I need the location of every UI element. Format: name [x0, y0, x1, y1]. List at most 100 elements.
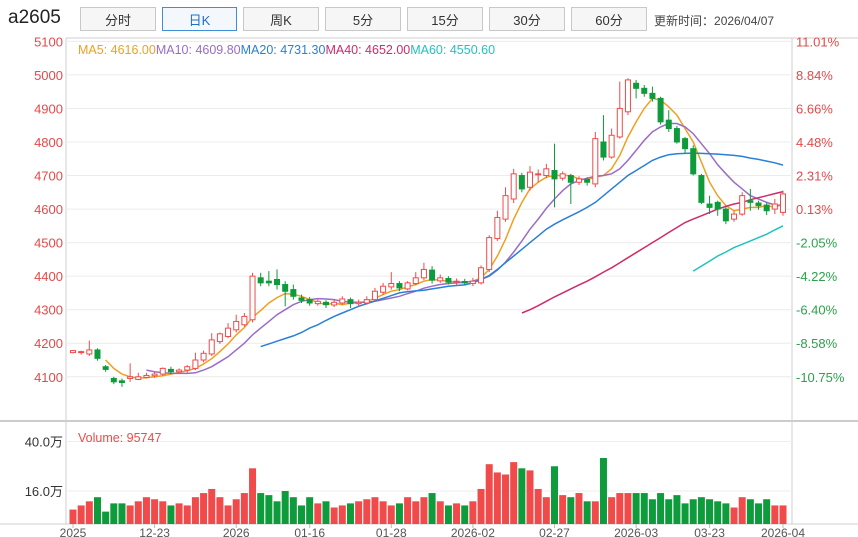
percent-tick: 6.66%	[796, 101, 833, 116]
price-tick: 4800	[34, 135, 63, 150]
candle-body	[469, 280, 476, 285]
candle-body	[649, 92, 656, 99]
candle-body	[339, 298, 346, 304]
volume-bar	[583, 501, 591, 524]
candle-body	[127, 376, 134, 379]
price-tick: 4600	[34, 202, 63, 217]
candle-body	[371, 290, 378, 301]
candle-body	[110, 377, 117, 383]
volume-bar	[273, 501, 281, 524]
volume-bar	[673, 495, 681, 524]
volume-bar	[338, 505, 346, 524]
volume-axis: 40.0万 16.0万	[25, 435, 63, 500]
price-tick: 5100	[34, 34, 63, 49]
volume-bar	[624, 493, 632, 524]
price-tick: 4200	[34, 336, 63, 351]
candle-body	[380, 285, 387, 293]
candle-body	[535, 173, 542, 176]
percent-tick: 2.31%	[796, 169, 833, 184]
candle-body	[233, 320, 240, 331]
candle-body	[510, 173, 517, 200]
volume-bar	[257, 493, 265, 524]
volume-bar	[77, 505, 85, 524]
volume-bar	[249, 468, 257, 524]
candle-body	[608, 134, 615, 158]
volume-bar	[510, 462, 518, 524]
candle-body	[616, 107, 623, 138]
date-tick: 12-23	[139, 526, 170, 537]
volume-bar	[216, 497, 224, 524]
volume-bar	[151, 499, 159, 524]
volume-bar	[591, 501, 599, 524]
candle-body	[739, 195, 746, 215]
candle-body	[420, 268, 427, 279]
candle-body	[151, 373, 158, 377]
candle-body	[94, 349, 101, 359]
candle-body	[200, 352, 207, 361]
tab-weekly-k[interactable]: 周K	[243, 7, 319, 31]
candle-body	[780, 193, 786, 213]
candle-body	[388, 283, 395, 288]
volume-bar	[648, 499, 656, 524]
price-tick: 4900	[34, 101, 63, 116]
volume-bar	[85, 501, 93, 524]
price-tick: 4500	[34, 236, 63, 251]
volume-bar	[706, 499, 714, 524]
tab-30min[interactable]: 30分	[489, 7, 565, 31]
ma40-legend-value: 4652.00	[365, 43, 410, 57]
candle-body	[755, 202, 762, 207]
tab-15min[interactable]: 15分	[407, 7, 483, 31]
candle-body	[404, 282, 411, 290]
volume-bar	[118, 503, 126, 524]
date-tick: 2026-04	[761, 526, 805, 537]
candle-body	[567, 175, 574, 183]
candle-body	[551, 169, 558, 180]
update-time-value: 2026/04/07	[714, 14, 775, 28]
volume-bar	[746, 499, 754, 524]
candle-body	[429, 269, 436, 281]
volume-bar	[395, 503, 403, 524]
candle-body	[298, 297, 305, 301]
ma10-line	[146, 122, 784, 375]
candle-body	[690, 148, 697, 175]
volume-bar	[420, 497, 428, 524]
moving-averages	[105, 97, 784, 379]
volume-bar	[738, 497, 746, 524]
tab-60min[interactable]: 60分	[571, 7, 647, 31]
candle-body	[624, 79, 631, 113]
candle-body	[290, 289, 297, 297]
volume-bar	[485, 464, 493, 524]
ma10-legend-label: MA10:	[156, 43, 196, 57]
volume-bar	[69, 509, 77, 524]
candle-body	[437, 277, 444, 282]
volume-bar	[93, 497, 101, 524]
tab-5min[interactable]: 5分	[325, 7, 401, 31]
volume-bar	[640, 493, 648, 524]
candle-body	[518, 175, 525, 190]
candle-body	[641, 87, 648, 94]
volume-bar	[608, 497, 616, 524]
volume-bar	[559, 495, 567, 524]
candle-body	[70, 350, 76, 354]
candle-body	[592, 138, 599, 185]
volume-bar	[689, 499, 697, 524]
volume-bars	[69, 458, 787, 524]
candle-body	[143, 374, 150, 378]
volume-bar	[722, 503, 730, 524]
ma10-legend-value: 4609.80	[195, 43, 240, 57]
volume-label: Volume:	[78, 431, 127, 445]
candle-body	[478, 267, 485, 284]
volume-bar	[436, 501, 444, 524]
candle-body	[363, 299, 370, 304]
tab-daily-k[interactable]: 日K	[162, 7, 237, 31]
tab-intraday[interactable]: 分时	[80, 7, 156, 31]
volume-bar	[200, 493, 208, 524]
ma60-line	[692, 225, 784, 272]
ma20-legend-label: MA20:	[241, 43, 281, 57]
volume-bar	[191, 497, 199, 524]
volume-bar	[208, 488, 216, 524]
candle-body	[543, 168, 550, 177]
ma20-legend-value: 4731.30	[280, 43, 325, 57]
candle-body	[274, 279, 281, 286]
